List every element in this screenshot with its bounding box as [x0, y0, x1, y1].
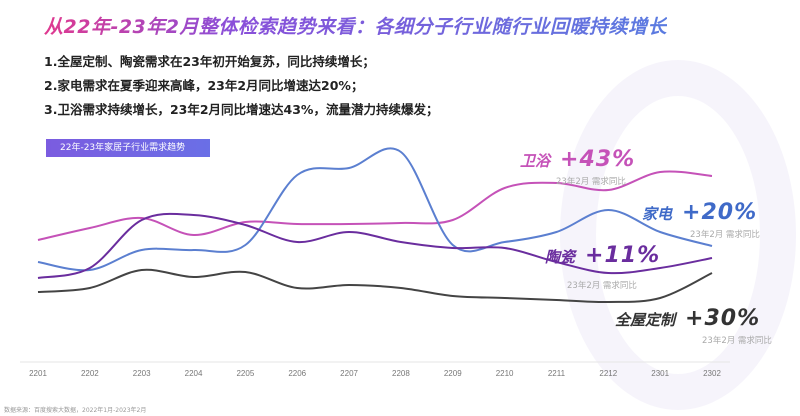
series-name: 家电: [642, 205, 673, 223]
growth-note: 23年2月 需求同比: [690, 230, 760, 240]
series-line-家电: [37, 147, 713, 272]
x-tick-label: 2204: [185, 369, 203, 378]
series-label-taoci: 陶瓷 +11%: [545, 243, 660, 268]
key-points: 1.全屋定制、陶瓷需求在23年初开始复苏，同比持续增长； 2.家电需求在夏季迎来…: [44, 50, 438, 122]
point-1: 1.全屋定制、陶瓷需求在23年初开始复苏，同比持续增长；: [44, 54, 375, 69]
series-label-weiyu: 卫浴 +43%: [520, 147, 635, 172]
series-name: 卫浴: [520, 152, 551, 170]
x-tick-label: 2302: [703, 369, 721, 378]
x-tick-label: 2205: [236, 369, 254, 378]
x-tick-label: 2301: [651, 369, 669, 378]
page-title: 从22年-23年2月整体检索趋势来看：各细分子行业随行业回暖持续增长: [44, 12, 667, 39]
series-line-陶瓷: [37, 212, 713, 279]
data-source: 数据来源：百度搜索大数据，2022年1月-2023年2月: [4, 407, 147, 414]
series-line-全屋定制: [37, 268, 713, 304]
growth-note: 23年2月 需求同比: [556, 177, 626, 187]
growth-note: 23年2月 需求同比: [702, 336, 772, 346]
series-name: 陶瓷: [545, 248, 576, 266]
x-tick-label: 2210: [496, 369, 514, 378]
series-label-jiadian: 家电 +20%: [642, 200, 757, 225]
series-label-quanwu: 全屋定制 +30%: [615, 306, 760, 331]
growth-value: +30%: [685, 306, 761, 331]
x-tick-label: 2201: [29, 369, 47, 378]
x-tick-label: 2203: [133, 369, 151, 378]
x-tick-label: 2212: [599, 369, 617, 378]
chart-title: 22年-23年家居子行业需求趋势: [46, 139, 210, 157]
x-tick-label: 2207: [340, 369, 358, 378]
x-tick-label: 2202: [81, 369, 99, 378]
point-2: 2.家电需求在夏季迎来高峰，23年2月同比增速达20%；: [44, 78, 364, 93]
x-tick-label: 2209: [444, 369, 462, 378]
growth-value: +11%: [585, 243, 661, 268]
point-3: 3.卫浴需求持续增长，23年2月同比增速达43%，流量潜力持续爆发；: [44, 102, 439, 117]
series-name: 全屋定制: [615, 311, 676, 329]
x-tick-label: 2211: [548, 369, 566, 378]
growth-value: +20%: [682, 200, 758, 225]
x-tick-label: 2206: [288, 369, 306, 378]
growth-note: 23年2月 需求同比: [567, 281, 637, 291]
x-tick-label: 2208: [392, 369, 410, 378]
growth-value: +43%: [560, 147, 636, 172]
